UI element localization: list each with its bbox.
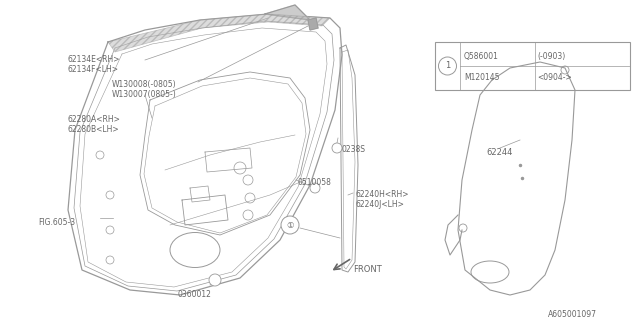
Polygon shape (308, 18, 318, 30)
Circle shape (106, 191, 114, 199)
Polygon shape (108, 14, 330, 52)
Text: 62240H<RH>: 62240H<RH> (355, 190, 408, 199)
Text: 0238S: 0238S (342, 145, 366, 154)
Text: 1: 1 (445, 61, 450, 70)
Circle shape (332, 143, 342, 153)
Text: FIG.605-3: FIG.605-3 (38, 218, 75, 227)
Circle shape (96, 151, 104, 159)
Text: W130007(0805-): W130007(0805-) (112, 90, 177, 99)
Text: W130008(-0805): W130008(-0805) (112, 80, 177, 89)
Text: ①: ① (286, 220, 294, 229)
Text: 62134E<RH>: 62134E<RH> (68, 55, 120, 64)
Circle shape (106, 256, 114, 264)
Text: Q586001: Q586001 (464, 52, 499, 61)
Text: M120145: M120145 (464, 74, 499, 83)
Text: <0904->: <0904-> (537, 74, 572, 83)
Text: 62280A<RH>: 62280A<RH> (68, 115, 121, 124)
Text: FRONT: FRONT (353, 265, 381, 274)
Text: (-0903): (-0903) (537, 52, 565, 61)
Text: 62244: 62244 (486, 148, 513, 157)
Text: 0360012: 0360012 (178, 290, 212, 299)
Circle shape (209, 274, 221, 286)
Text: A605001097: A605001097 (548, 310, 597, 319)
Text: 62280B<LH>: 62280B<LH> (68, 125, 120, 134)
Polygon shape (265, 5, 310, 20)
Text: 62240J<LH>: 62240J<LH> (355, 200, 404, 209)
Text: 0510058: 0510058 (298, 178, 332, 187)
Circle shape (106, 226, 114, 234)
Text: 62134F<LH>: 62134F<LH> (68, 65, 119, 74)
Circle shape (281, 216, 299, 234)
Circle shape (310, 183, 320, 193)
